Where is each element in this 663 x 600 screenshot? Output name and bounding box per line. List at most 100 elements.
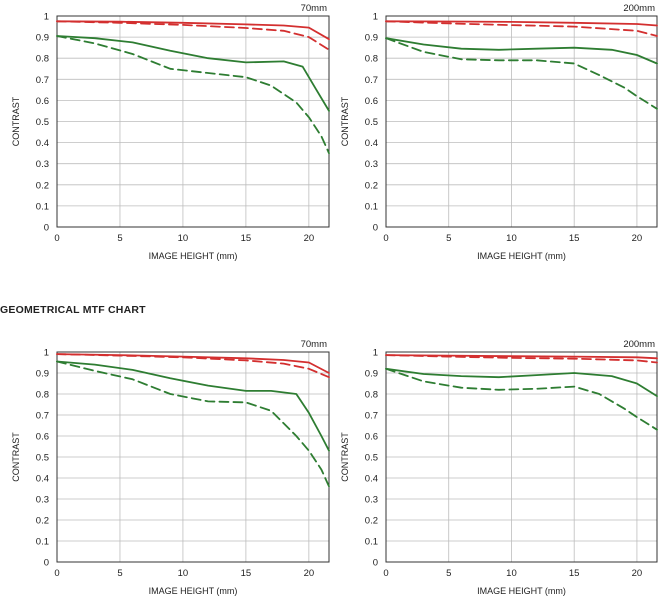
- y-tick-label: 0.2: [365, 516, 378, 527]
- y-axis-label: CONTRAST: [11, 96, 21, 146]
- y-tick-label: 0.5: [365, 117, 378, 128]
- x-tick-label: 5: [117, 568, 122, 579]
- y-tick-label: 0.2: [36, 516, 49, 527]
- x-tick-label: 20: [304, 233, 315, 244]
- x-tick-label: 15: [569, 568, 580, 579]
- y-tick-label: 0.7: [365, 411, 378, 422]
- y-tick-label: 0.7: [365, 75, 378, 86]
- plot-frame: [56, 15, 330, 228]
- x-tick-label: 10: [506, 233, 517, 244]
- x-axis-label: IMAGE HEIGHT (mm): [477, 586, 566, 596]
- x-tick-label: 5: [117, 233, 122, 244]
- series-line-red-solid: [56, 353, 330, 374]
- x-axis-label: IMAGE HEIGHT (mm): [477, 251, 566, 261]
- y-tick-label: 0.8: [36, 54, 49, 65]
- y-tick-label: 0.6: [36, 96, 49, 107]
- x-tick-label: 15: [569, 233, 580, 244]
- y-tick-label: 1: [44, 12, 49, 23]
- x-tick-label: 20: [632, 568, 643, 579]
- x-tick-label: 15: [241, 568, 252, 579]
- y-tick-label: 0.1: [365, 201, 378, 212]
- x-tick-label: 0: [383, 568, 388, 579]
- chart-title: 200mm: [623, 3, 655, 14]
- y-tick-label: 0.4: [365, 474, 378, 485]
- y-tick-label: 0.1: [365, 537, 378, 548]
- y-tick-label: 0.3: [36, 159, 49, 170]
- y-tick-label: 0.8: [36, 390, 49, 401]
- series-line-red-dashed: [385, 354, 658, 364]
- chart-1: 00.10.20.30.40.50.60.70.80.910 5 10 15 2070m…: [11, 3, 330, 261]
- series-line-red-dashed: [56, 20, 330, 51]
- series-line-green-dashed: [385, 367, 658, 431]
- x-tick-label: 15: [241, 233, 252, 244]
- x-tick-label: 5: [446, 233, 451, 244]
- y-tick-label: 0.2: [36, 180, 49, 191]
- chart-title: 70mm: [301, 3, 327, 14]
- y-tick-label: 0: [44, 223, 49, 234]
- series-line-green-solid: [385, 367, 658, 397]
- y-tick-label: 0.3: [36, 495, 49, 506]
- y-tick-label: 0.6: [365, 432, 378, 443]
- y-tick-label: 0.9: [365, 33, 378, 44]
- x-tick-label: 20: [304, 568, 315, 579]
- x-tick-label: 0: [383, 233, 388, 244]
- y-tick-label: 1: [44, 348, 49, 359]
- y-tick-label: 0.9: [365, 369, 378, 380]
- plot-frame: [385, 351, 658, 563]
- y-tick-label: 0.1: [36, 537, 49, 548]
- x-tick-label: 5: [446, 568, 451, 579]
- y-tick-label: 0.7: [36, 411, 49, 422]
- y-tick-label: 0: [373, 558, 378, 569]
- x-tick-label: 10: [506, 568, 517, 579]
- y-tick-label: 0.9: [36, 33, 49, 44]
- x-tick-label: 0: [54, 233, 59, 244]
- y-tick-label: 1: [373, 12, 378, 23]
- series-line-green-solid: [56, 360, 330, 452]
- series-line-red-dashed: [385, 20, 658, 37]
- series-line-red-solid: [385, 354, 658, 360]
- chart-4: 00.10.20.30.40.50.60.70.80.910 5 10 15 20200…: [340, 339, 658, 596]
- series-line-green-solid: [385, 37, 658, 65]
- section-title: GEOMETRICAL MTF CHART: [0, 304, 146, 316]
- y-tick-label: 0.2: [365, 180, 378, 191]
- y-axis-label: CONTRAST: [340, 432, 350, 482]
- y-tick-label: 0.1: [36, 201, 49, 212]
- x-axis-label: IMAGE HEIGHT (mm): [149, 586, 238, 596]
- x-tick-label: 20: [632, 233, 643, 244]
- series-line-green-solid: [56, 35, 330, 112]
- y-tick-label: 0.8: [365, 54, 378, 65]
- y-tick-label: 0.8: [365, 390, 378, 401]
- y-tick-label: 0.9: [36, 369, 49, 380]
- y-tick-label: 0.3: [365, 495, 378, 506]
- series-line-green-dashed: [56, 360, 330, 488]
- plot-frame: [56, 351, 330, 563]
- y-tick-label: 0.4: [36, 474, 49, 485]
- chart-2: 00.10.20.30.40.50.60.70.80.910 5 10 15 20200…: [340, 3, 658, 261]
- y-tick-label: 0.5: [36, 453, 49, 464]
- series-line-green-dashed: [56, 35, 330, 155]
- y-axis-label: CONTRAST: [11, 432, 21, 482]
- x-tick-label: 10: [178, 568, 189, 579]
- series-line-red-solid: [56, 20, 330, 41]
- x-tick-label: 10: [178, 233, 189, 244]
- y-tick-label: 0.6: [365, 96, 378, 107]
- series-line-red-dashed: [56, 353, 330, 379]
- chart-title: 200mm: [623, 339, 655, 350]
- y-tick-label: 0.5: [36, 117, 49, 128]
- y-tick-label: 1: [373, 348, 378, 359]
- x-tick-label: 0: [54, 568, 59, 579]
- y-tick-label: 0.7: [36, 75, 49, 86]
- y-axis-label: CONTRAST: [340, 96, 350, 146]
- y-tick-label: 0: [373, 223, 378, 234]
- chart-title: 70mm: [301, 339, 327, 350]
- y-tick-label: 0: [44, 558, 49, 569]
- plot-frame: [385, 15, 658, 228]
- y-tick-label: 0.3: [365, 159, 378, 170]
- y-tick-label: 0.4: [365, 138, 378, 149]
- y-tick-label: 0.5: [365, 453, 378, 464]
- y-tick-label: 0.4: [36, 138, 49, 149]
- series-line-green-dashed: [385, 37, 658, 110]
- y-tick-label: 0.6: [36, 432, 49, 443]
- series-line-red-solid: [385, 20, 658, 27]
